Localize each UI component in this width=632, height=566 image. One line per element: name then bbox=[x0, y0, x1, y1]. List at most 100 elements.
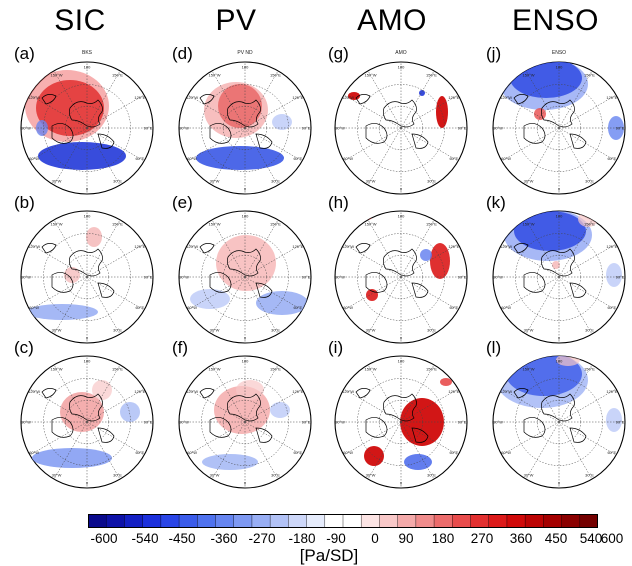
longitude-label: 30°W bbox=[366, 178, 376, 183]
longitude-label: 60°W bbox=[187, 156, 197, 161]
longitude-label: 150°W bbox=[50, 367, 62, 372]
meridian-line bbox=[211, 276, 246, 335]
longitude-label: 60°W bbox=[501, 450, 511, 455]
coastline bbox=[51, 123, 74, 144]
longitude-label: 120°E bbox=[134, 95, 145, 100]
meridian-line bbox=[525, 276, 560, 335]
map-panel: 180 150°E 120°E 90°E 60°E 30°E 0 30°W 60°W 90°W 12… bbox=[484, 338, 632, 496]
map-panel: 180 150°E 120°E 90°E 60°E 30°E 0 30°W 60°W 90°W 12… bbox=[326, 44, 476, 202]
anomaly-region bbox=[204, 82, 268, 138]
panel-label: (a) bbox=[14, 44, 35, 63]
longitude-label: 90°E bbox=[144, 275, 153, 280]
longitude-label: 60°E bbox=[293, 156, 302, 161]
longitude-label: 90°W bbox=[335, 126, 345, 131]
colorbar-segment bbox=[543, 514, 562, 528]
colorbar-segment bbox=[452, 514, 471, 528]
meridian-line bbox=[367, 127, 402, 186]
coastline bbox=[41, 388, 57, 399]
longitude-label: 30°E bbox=[585, 327, 594, 332]
longitude-label: 180 bbox=[398, 214, 405, 219]
meridian-line bbox=[211, 70, 246, 129]
longitude-label: 120°W bbox=[342, 244, 354, 249]
longitude-label: 150°E bbox=[426, 222, 437, 227]
meridian-line bbox=[53, 219, 88, 278]
meridian-line bbox=[558, 421, 617, 456]
anomaly-region bbox=[348, 92, 360, 100]
meridian-line bbox=[525, 421, 560, 480]
meridian-line bbox=[558, 94, 617, 129]
longitude-label: 120°E bbox=[292, 389, 303, 394]
longitude-label: 120°W bbox=[342, 389, 354, 394]
colorbar-segment bbox=[88, 514, 107, 528]
longitude-label: 60°W bbox=[187, 305, 197, 310]
meridian-line bbox=[244, 364, 279, 423]
meridian-line bbox=[501, 127, 560, 162]
longitude-label: 150°W bbox=[522, 367, 534, 372]
anomaly-region bbox=[420, 249, 432, 261]
coastline bbox=[41, 243, 57, 254]
panel-label: (e) bbox=[172, 193, 193, 212]
anomaly-region bbox=[360, 214, 372, 220]
longitude-label: 30°W bbox=[366, 327, 376, 332]
longitude-label: 150°W bbox=[522, 222, 534, 227]
colorbar-segment bbox=[288, 514, 307, 528]
polar-map: 180 150°E 120°E 90°E 60°E 30°E 0 30°W 60°W 90°W 12… bbox=[20, 210, 154, 344]
longitude-label: 60°W bbox=[343, 305, 353, 310]
coastline bbox=[68, 393, 103, 422]
longitude-label: 120°E bbox=[606, 244, 617, 249]
panel-label: (g) bbox=[328, 44, 349, 63]
panel-label: (b) bbox=[14, 193, 35, 212]
longitude-label: 180 bbox=[242, 65, 249, 70]
colorbar-segment bbox=[397, 514, 417, 528]
colorbar-segment bbox=[343, 514, 362, 528]
meridian-line bbox=[211, 421, 246, 480]
coastline bbox=[51, 272, 74, 293]
coastline bbox=[365, 123, 388, 144]
map-panel: 180 150°E 120°E 90°E 60°E 30°E 0 30°W 60°W 90°W 12… bbox=[326, 338, 476, 496]
meridian-line bbox=[86, 421, 145, 456]
longitude-label: 150°W bbox=[208, 73, 220, 78]
meridian-line bbox=[367, 421, 402, 480]
colorbar bbox=[88, 514, 598, 528]
longitude-label: 120°E bbox=[292, 244, 303, 249]
coastline bbox=[365, 417, 388, 438]
coastline bbox=[540, 393, 575, 422]
coastline bbox=[226, 99, 261, 128]
coastline bbox=[569, 427, 587, 443]
meridian-line bbox=[367, 70, 402, 129]
longitude-label: 120°W bbox=[186, 95, 198, 100]
longitude-label: 90°E bbox=[616, 126, 625, 131]
polar-map: 180 150°E 120°E 90°E 60°E 30°E 0 30°W 60°W 90°W 12… bbox=[492, 355, 626, 489]
coastline bbox=[97, 133, 115, 149]
anomaly-region bbox=[404, 454, 432, 470]
meridian-line bbox=[187, 421, 246, 456]
colorbar-segment bbox=[197, 514, 216, 528]
panel-map-title: PV ND bbox=[237, 50, 253, 56]
meridian-line bbox=[558, 421, 593, 480]
longitude-label: 120°W bbox=[186, 389, 198, 394]
polar-map: 180 150°E 120°E 90°E 60°E 30°E 0 30°W 60°W 90°W 12… bbox=[334, 210, 468, 344]
meridian-line bbox=[501, 243, 560, 278]
meridian-line bbox=[400, 421, 435, 480]
longitude-label: 90°E bbox=[616, 275, 625, 280]
meridian-line bbox=[53, 364, 88, 423]
panel-map-title: ENSO bbox=[551, 50, 567, 56]
longitude-label: 30°W bbox=[52, 472, 62, 477]
longitude-label: 30°E bbox=[585, 178, 594, 183]
longitude-label: 0 bbox=[244, 481, 247, 486]
colorbar-segment bbox=[525, 514, 544, 528]
meridian-line bbox=[29, 243, 88, 278]
longitude-label: 120°W bbox=[500, 389, 512, 394]
column-title-amo: AMO bbox=[357, 4, 427, 37]
longitude-label: 60°E bbox=[135, 305, 144, 310]
panel-label: (f) bbox=[172, 338, 189, 357]
map-panel: 180 150°E 120°E 90°E 60°E 30°E 0 30°W 60°W 90°W 12… bbox=[484, 193, 632, 351]
colorbar-tick-label: 360 bbox=[509, 531, 533, 546]
panel-label: (l) bbox=[486, 338, 502, 357]
latitude-circle bbox=[515, 378, 603, 466]
anomaly-region bbox=[38, 142, 126, 170]
longitude-label: 120°W bbox=[28, 389, 40, 394]
anomaly-region bbox=[270, 402, 290, 418]
latitude-circle bbox=[43, 233, 131, 321]
longitude-label: 30°W bbox=[366, 472, 376, 477]
